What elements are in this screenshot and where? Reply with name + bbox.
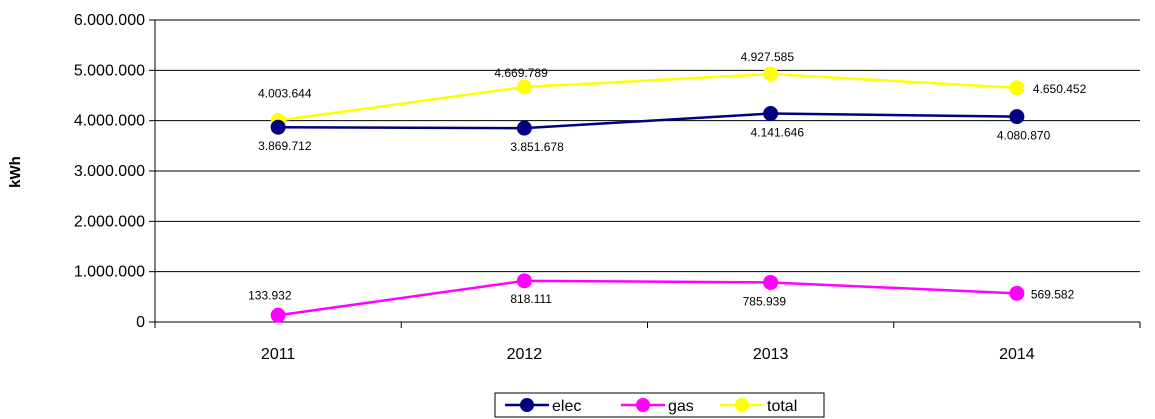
data-label-gas: 785.939 xyxy=(743,294,787,308)
legend-label-gas: gas xyxy=(668,398,694,415)
x-tick-label: 2011 xyxy=(261,346,296,363)
data-labels-layer: 4.003.644 4.669.789 4.927.585 4.650.452 133.… xyxy=(248,50,1086,308)
data-label-elec: 3.869.712 xyxy=(258,139,312,153)
data-point-gas xyxy=(763,274,779,290)
data-label-gas: 133.932 xyxy=(248,288,292,302)
series-line-total xyxy=(277,72,1017,122)
legend-marker-elec xyxy=(520,398,534,412)
legend-label-elec: elec xyxy=(552,398,581,415)
data-label-gas: 818.111 xyxy=(510,292,552,306)
legend-marker-gas xyxy=(636,398,650,412)
series-layer xyxy=(270,66,1025,323)
legend-marker-total xyxy=(735,398,749,412)
series-line-elec xyxy=(278,112,1017,130)
data-point-gas xyxy=(270,307,286,323)
legend-label-total: total xyxy=(767,398,797,415)
gridlines xyxy=(155,19,1140,273)
data-point-elec xyxy=(1009,109,1025,125)
data-point-elec xyxy=(270,119,286,135)
x-tick-labels: 2011 2012 2013 2014 xyxy=(261,346,1035,363)
y-tick-label: 2.000.000 xyxy=(74,213,145,230)
data-point-total xyxy=(516,79,532,95)
y-tick-label: 4.000.000 xyxy=(74,113,145,130)
x-tick-label: 2012 xyxy=(507,346,543,363)
y-tick-label: 6.000.000 xyxy=(74,12,145,29)
data-point-total xyxy=(1009,80,1025,96)
data-point-gas xyxy=(516,273,532,289)
data-point-total xyxy=(763,66,779,82)
data-label-total: 4.650.452 xyxy=(1033,82,1087,96)
data-point-elec xyxy=(763,106,779,122)
data-label-elec: 4.080.870 xyxy=(997,129,1051,143)
data-label-total: 4.669.789 xyxy=(494,66,548,80)
axes xyxy=(149,19,1141,328)
data-point-gas xyxy=(1009,285,1025,301)
data-point-elec xyxy=(516,120,532,136)
data-label-total: 4.003.644 xyxy=(258,86,312,100)
y-tick-label: 1.000.000 xyxy=(74,264,145,281)
x-tick-label: 2014 xyxy=(999,346,1035,363)
data-label-total: 4.927.585 xyxy=(741,50,795,64)
x-tick-label: 2013 xyxy=(753,346,789,363)
legend: elec gas total xyxy=(494,392,825,418)
series-line-gas xyxy=(277,279,1017,317)
y-axis-label: kWh xyxy=(7,156,24,188)
y-tick-label: 5.000.000 xyxy=(74,62,145,79)
y-tick-labels: 0 1.000.000 2.000.000 3.000.000 4.000.000 5.0… xyxy=(74,12,145,331)
y-tick-label: 0 xyxy=(136,314,145,331)
y-tick-label: 3.000.000 xyxy=(74,163,145,180)
data-label-gas: 569.582 xyxy=(1031,287,1075,301)
data-label-elec: 3.851.678 xyxy=(510,140,564,154)
data-label-elec: 4.141.646 xyxy=(751,126,805,140)
